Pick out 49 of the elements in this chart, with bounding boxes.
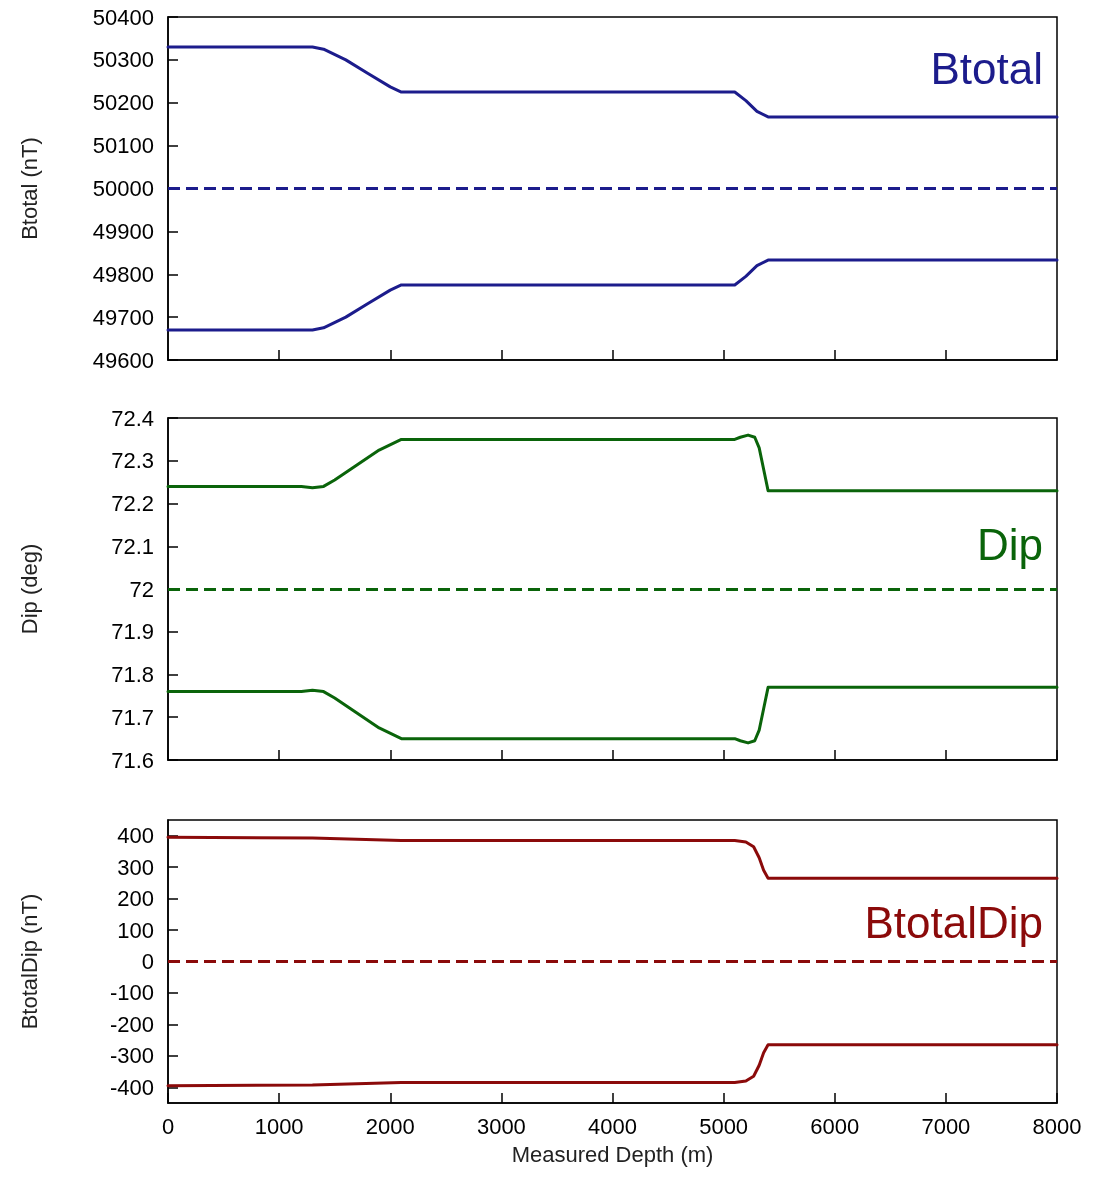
y-tick-label: 50200 <box>92 90 154 116</box>
y-tick-label: 72.2 <box>111 491 154 516</box>
y-tick-label: 50400 <box>92 4 154 30</box>
y-tick-label: 72 <box>129 576 154 602</box>
y-tick-label: 71.9 <box>111 619 154 645</box>
y-tick-label: 71.7 <box>111 704 154 730</box>
y-tick-label: 200 <box>117 886 154 912</box>
annotation: BtotalDip <box>864 897 1044 947</box>
line-series <box>166 45 1059 119</box>
x-tick-label: 1000 <box>254 1113 304 1139</box>
x-tick-label: 0 <box>161 1113 175 1139</box>
y-tick-label: -400 <box>109 1074 154 1100</box>
y-tick-label: 72.1 <box>111 533 154 559</box>
y-axis-title: Dip (deg) <box>16 543 42 635</box>
x-axis-title: Measured Depth (m) <box>511 1141 714 1167</box>
y-axis-title: BtotalDip (nT) <box>16 893 42 1030</box>
x-tick-label: 8000 <box>1032 1113 1082 1139</box>
y-tick-label: -100 <box>109 980 154 1006</box>
y-axis-title: Btotal (nT) <box>16 137 42 240</box>
annotation: Dip <box>976 519 1044 569</box>
y-tick-label: 71.8 <box>111 662 154 687</box>
x-tick-label: 6000 <box>810 1113 860 1139</box>
y-tick-label: 50000 <box>92 176 154 201</box>
y-tick-label: 50300 <box>92 47 154 73</box>
y-tick-label: -200 <box>109 1011 154 1037</box>
x-tick-label: 4000 <box>588 1113 637 1139</box>
y-tick-label: 100 <box>117 917 154 943</box>
y-tick-label: 49800 <box>92 261 154 287</box>
y-tick-label: 49900 <box>92 218 154 244</box>
x-tick-label: 3000 <box>476 1113 526 1139</box>
y-tick-label: 50100 <box>92 133 154 159</box>
y-tick-label: 49600 <box>92 347 154 373</box>
x-tick-label: 5000 <box>699 1113 749 1139</box>
x-tick-label: 7000 <box>921 1113 971 1139</box>
annotation: Btotal <box>930 43 1043 93</box>
line-series <box>166 1043 1059 1088</box>
y-tick-label: -300 <box>109 1043 154 1069</box>
x-tick-label: 2000 <box>365 1113 415 1139</box>
y-tick-label: 0 <box>141 949 154 974</box>
line-series <box>166 835 1059 880</box>
y-tick-label: 300 <box>117 854 154 880</box>
y-tick-label: 71.6 <box>111 747 154 773</box>
y-tick-label: 72.3 <box>111 448 154 474</box>
y-tick-label: 400 <box>117 823 154 849</box>
y-tick-label: 49700 <box>92 304 154 330</box>
line-series <box>166 685 1059 745</box>
line-series <box>166 433 1059 493</box>
y-tick-label: 72.4 <box>111 405 154 431</box>
line-series <box>166 258 1059 332</box>
